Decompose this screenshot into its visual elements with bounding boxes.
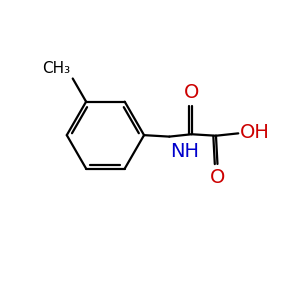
Text: O: O xyxy=(210,167,225,187)
Text: OH: OH xyxy=(240,123,270,142)
Text: CH₃: CH₃ xyxy=(42,61,70,76)
Text: NH: NH xyxy=(170,142,199,161)
Text: O: O xyxy=(184,83,199,102)
